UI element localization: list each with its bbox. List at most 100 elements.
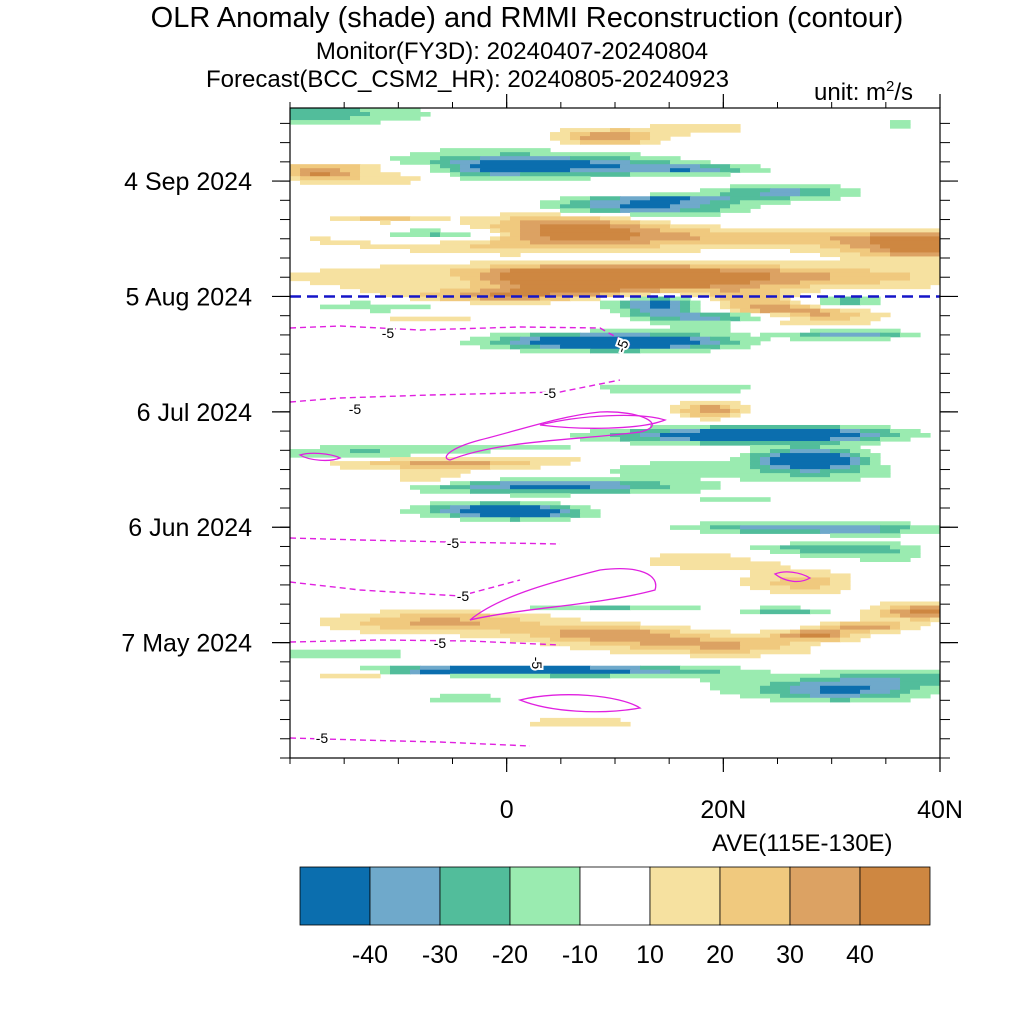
shade-cell <box>730 336 771 342</box>
colorbar-label: -10 <box>562 941 598 969</box>
shade-cell <box>860 469 891 474</box>
shade-cell <box>820 244 851 250</box>
shade-cell <box>560 513 581 518</box>
shade-cell <box>830 312 861 318</box>
colorbar-swatch <box>719 866 791 926</box>
shade-cell <box>780 292 801 298</box>
shade-cell <box>740 200 791 205</box>
shade-cell <box>480 501 521 506</box>
shade-cell <box>760 284 811 290</box>
shade-cell <box>350 116 421 121</box>
shade-cell <box>720 344 751 350</box>
shade-cell <box>840 633 851 639</box>
shade-cell <box>690 344 721 350</box>
shade-cell <box>560 344 671 350</box>
shade-cell <box>490 613 551 619</box>
shade-cell <box>590 200 631 205</box>
shade-cell <box>860 465 891 470</box>
shade-cell <box>540 204 561 209</box>
contour-label: -5 <box>316 730 329 746</box>
shade-cell <box>360 172 401 177</box>
shade-cell <box>870 457 881 462</box>
shade-cell <box>690 168 721 173</box>
shade-cell <box>620 481 661 486</box>
shade-cell <box>460 517 511 522</box>
shade-cell <box>310 172 331 177</box>
shade-cell <box>360 164 381 169</box>
shade-cell <box>850 461 861 466</box>
shade-cell <box>730 308 741 314</box>
shade-cell <box>740 288 781 294</box>
shade-cell <box>530 633 561 639</box>
shade-cell <box>900 621 931 627</box>
shade-cell <box>530 152 641 157</box>
shade-cell <box>790 304 811 310</box>
shade-cell <box>290 120 381 125</box>
shade-cell <box>770 589 841 595</box>
shade-cell <box>660 433 861 438</box>
shade-cell <box>620 196 651 201</box>
shade-cell <box>860 689 891 695</box>
shade-cell <box>590 132 631 137</box>
shade-cell <box>770 633 781 639</box>
shade-cell <box>550 236 631 242</box>
shade-cell <box>680 200 711 205</box>
shade-cell <box>880 525 911 530</box>
shade-cell <box>560 208 591 213</box>
shade-cell <box>490 240 531 246</box>
shade-cell <box>720 208 751 213</box>
shade-cell <box>420 513 451 518</box>
shade-cell <box>840 677 901 683</box>
shade-cell <box>890 428 921 434</box>
shade-cell <box>830 437 861 442</box>
shade-cell <box>830 577 851 583</box>
shade-cell <box>900 332 921 338</box>
shade-cell <box>890 248 940 254</box>
shade-cell <box>340 613 401 619</box>
shade-cell <box>780 545 891 550</box>
shade-cell <box>430 501 481 506</box>
shade-cell <box>670 669 721 675</box>
shade-cell <box>720 268 781 274</box>
shade-cell <box>460 216 511 221</box>
shade-cell <box>620 304 631 310</box>
shade-cell <box>750 573 851 579</box>
shade-cell <box>760 629 791 635</box>
shade-cell <box>860 609 881 615</box>
shade-cell <box>630 236 701 242</box>
shade-cell <box>690 196 731 201</box>
shade-cell <box>320 617 371 623</box>
shade-cell <box>490 172 521 177</box>
shade-cell <box>630 300 651 306</box>
shade-cell <box>780 633 801 639</box>
shade-cell <box>710 296 721 302</box>
shade-cell <box>420 617 461 623</box>
shade-cell <box>550 673 611 679</box>
shade-cell <box>590 160 631 165</box>
shade-cell <box>540 621 641 627</box>
shade-cell <box>480 513 551 518</box>
shade-cell <box>730 196 791 201</box>
shade-cell <box>850 316 881 322</box>
shade-cell <box>750 453 771 458</box>
shade-cell <box>520 501 561 506</box>
contour-line-dashed <box>290 379 621 403</box>
shade-cell <box>520 236 551 242</box>
y-tick-label: 6 Jun 2024 <box>128 514 252 542</box>
shade-cell <box>720 300 731 306</box>
shade-cell <box>670 428 701 434</box>
shade-cell <box>820 296 841 302</box>
shade-cell <box>730 300 791 306</box>
shade-cell <box>590 328 731 334</box>
shade-cell <box>580 136 631 141</box>
shade-cell <box>810 693 861 699</box>
shade-cell <box>540 200 571 205</box>
shade-cell <box>680 308 691 314</box>
shade-cell <box>690 649 751 655</box>
shade-cell <box>530 240 651 246</box>
shade-cell <box>500 236 521 242</box>
shade-cell <box>600 292 621 298</box>
shade-cell <box>870 232 940 237</box>
shade-cell <box>520 336 541 342</box>
shade-cell <box>440 232 471 237</box>
